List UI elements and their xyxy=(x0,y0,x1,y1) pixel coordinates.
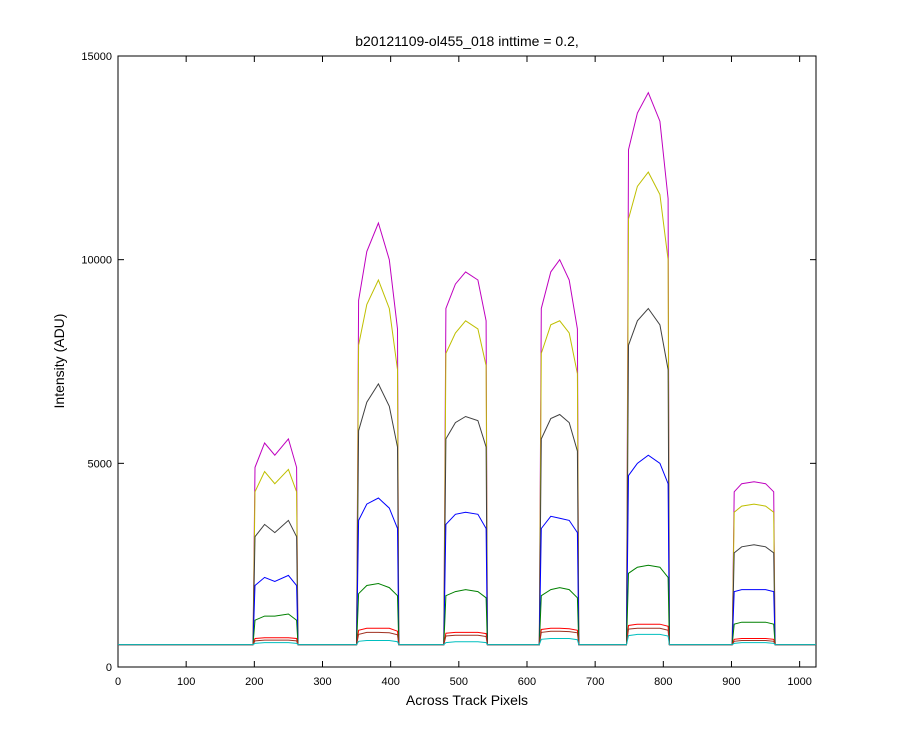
y-tick-label: 0 xyxy=(106,662,112,674)
x-tick-label: 500 xyxy=(450,676,468,688)
y-tick-label: 15000 xyxy=(81,51,112,63)
x-tick-label: 400 xyxy=(381,676,399,688)
x-tick-label: 900 xyxy=(722,676,740,688)
x-axis-label: Across Track Pixels xyxy=(406,692,528,708)
x-tick-label: 200 xyxy=(245,676,263,688)
x-tick-label: 700 xyxy=(586,676,604,688)
x-tick-label: 600 xyxy=(518,676,536,688)
x-tick-label: 1000 xyxy=(787,676,811,688)
x-tick-label: 100 xyxy=(177,676,195,688)
plot-frame xyxy=(117,55,817,668)
x-tick-label: 300 xyxy=(313,676,331,688)
y-axis-label: Intensity (ADU) xyxy=(51,314,67,409)
x-tick-label: 800 xyxy=(654,676,672,688)
x-tick-label: 0 xyxy=(115,676,121,688)
y-tick-label: 5000 xyxy=(88,458,112,470)
series-line xyxy=(118,633,816,646)
chart-title: b20121109-ol455_018 inttime = 0.2, xyxy=(355,33,579,49)
y-tick-label: 10000 xyxy=(81,255,112,267)
